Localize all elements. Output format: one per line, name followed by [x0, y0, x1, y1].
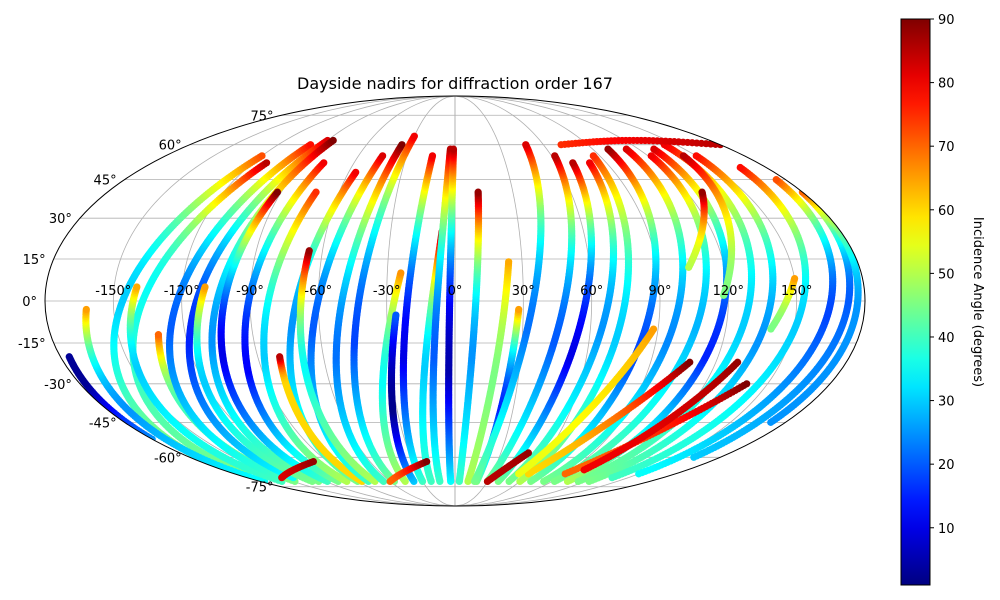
track-point [201, 283, 209, 291]
track-point [474, 188, 482, 196]
track-point [258, 152, 266, 160]
track-point [133, 283, 141, 291]
ground-track [82, 305, 269, 486]
track-point [505, 258, 513, 266]
track-point [379, 152, 387, 160]
track-point [262, 159, 271, 167]
track-point [329, 136, 337, 145]
track-point [312, 188, 320, 196]
track-point [273, 188, 282, 196]
track-point [352, 168, 360, 176]
track-point [276, 353, 284, 361]
track-point [82, 305, 90, 314]
track-point [154, 331, 163, 339]
map-area: -150° -120° -90° -60° -30° 0° 30° 60° 90° 120° 150… [18, 95, 866, 507]
track-point [515, 305, 523, 314]
track-point [522, 141, 530, 149]
track-point [305, 247, 313, 255]
ground-track [110, 152, 266, 478]
track-point [428, 152, 437, 160]
longitude-gridline [454, 95, 524, 507]
track-point [449, 145, 458, 153]
ground-tracks [65, 132, 862, 486]
track-point [65, 353, 73, 361]
track-point [397, 269, 405, 277]
track-point [320, 159, 328, 167]
track-point [392, 311, 400, 319]
chart-title: Dayside nadirs for diffraction order 167 [297, 74, 613, 93]
track-point [410, 132, 418, 140]
